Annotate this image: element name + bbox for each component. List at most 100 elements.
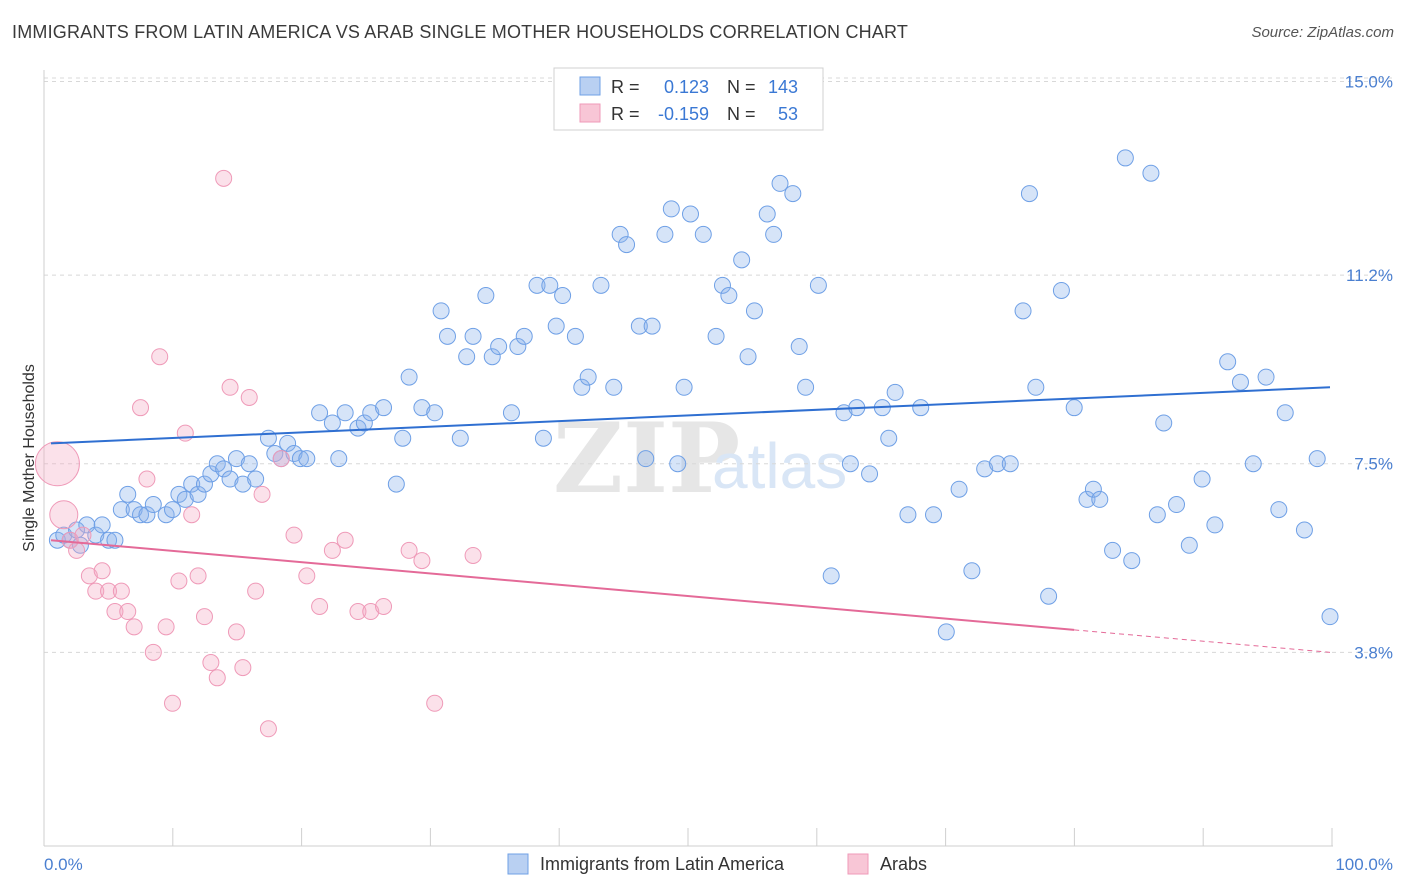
latin-america-point-15 (144, 496, 162, 514)
arabs-point-35 (285, 526, 303, 544)
latin-america-point-46 (387, 475, 405, 493)
latin-america-point-9 (106, 531, 124, 549)
latin-america-point-120 (1084, 480, 1102, 498)
arabs-point-8 (100, 582, 118, 600)
latin-america-point-109 (963, 562, 981, 580)
latin-america-point-43 (355, 414, 373, 432)
latin-america-point-103 (886, 383, 904, 401)
latin-america-point-119 (1078, 490, 1096, 508)
latin-america-point-129 (1180, 536, 1198, 554)
arabs-point-19 (170, 572, 188, 590)
latin-america-point-65 (547, 317, 565, 335)
latin-america-point-96 (822, 567, 840, 585)
arabs-point-36 (298, 567, 316, 585)
legend-swatch-blue (579, 76, 601, 96)
latin-america-point-134 (1244, 455, 1262, 473)
arabs-point-18 (164, 694, 182, 712)
latin-america-point-23 (202, 465, 220, 483)
legend-n-label-1: N = (727, 77, 756, 97)
latin-america-point-67 (566, 327, 584, 345)
latin-america-point-50 (426, 404, 444, 422)
latin-america-point-27 (227, 450, 245, 468)
latin-america-point-127 (1155, 414, 1173, 432)
latin-america-point-133 (1231, 373, 1249, 391)
latin-america-point-107 (937, 623, 955, 641)
latin-america-point-87 (739, 348, 757, 366)
legend-n-value-2: 53 (778, 104, 798, 124)
latin-america-point-125 (1142, 164, 1160, 182)
source-label: Source: ZipAtlas.com (1251, 24, 1394, 41)
latin-america-point-89 (758, 205, 776, 223)
latin-america-point-139 (1308, 450, 1326, 468)
latin-america-point-79 (669, 455, 687, 473)
series-arabs-points (34, 169, 482, 738)
latin-america-point-102 (880, 429, 898, 447)
latin-america-point-58 (490, 338, 508, 356)
arabs-point-39 (336, 531, 354, 549)
latin-america-point-13 (132, 506, 150, 524)
arabs-point-32 (253, 485, 271, 503)
correlation-legend: R = 0.123 N = 143 R = -0.159 N = 53 (553, 67, 824, 131)
latin-america-point-71 (605, 378, 623, 396)
latin-america-point-131 (1206, 516, 1224, 534)
latin-america-point-41 (336, 404, 354, 422)
series-legend-swatch-blue (507, 853, 529, 875)
latin-america-point-85 (720, 287, 738, 305)
latin-america-point-66 (554, 287, 572, 305)
y-tick-label-0: 3.8% (1354, 643, 1393, 662)
latin-america-point-123 (1116, 149, 1134, 167)
series-legend-label-2: Arabs (880, 854, 927, 874)
latin-america-point-47 (394, 429, 412, 447)
latin-america-point-37 (298, 450, 316, 468)
arabs-point-38 (323, 541, 341, 559)
latin-america-point-135 (1257, 368, 1275, 386)
latin-america-point-95 (809, 276, 827, 294)
arabs-point-28 (227, 623, 245, 641)
arabs-point-0 (34, 441, 80, 487)
arabs-point-11 (119, 603, 137, 621)
legend-n-value-1: 143 (768, 77, 798, 97)
latin-america-point-128 (1168, 496, 1186, 514)
latin-america-point-60 (509, 338, 527, 356)
latin-america-point-64 (541, 276, 559, 294)
latin-america-point-115 (1027, 378, 1045, 396)
arabs-point-9 (106, 603, 124, 621)
latin-america-point-122 (1104, 541, 1122, 559)
latin-america-point-81 (682, 205, 699, 223)
arabs-point-4 (74, 526, 92, 544)
watermark-atlas: atlas (712, 430, 847, 502)
latin-america-point-62 (528, 276, 546, 294)
legend-n-label-2: N = (727, 104, 756, 124)
latin-america-point-69 (579, 368, 597, 386)
latin-america-point-61 (515, 327, 533, 345)
legend-r-label-1: R = (611, 77, 640, 97)
arabs-point-17 (157, 618, 175, 636)
latin-america-point-48 (400, 368, 418, 386)
latin-america-point-44 (362, 404, 380, 422)
latin-america-point-106 (925, 506, 943, 524)
latin-america-point-132 (1219, 353, 1237, 371)
trend-lines (50, 386, 1331, 653)
latin-america-point-59 (502, 404, 520, 422)
latin-america-point-74 (630, 317, 648, 335)
latin-america-point-73 (618, 236, 636, 254)
latin-america-point-36 (291, 450, 309, 468)
latin-america-point-136 (1270, 501, 1288, 519)
arabs-point-13 (132, 399, 150, 417)
y-axis-label: Single Mother Households (21, 364, 38, 552)
latin-america-point-111 (988, 455, 1006, 473)
legend-r-value-1: 0.123 (664, 77, 709, 97)
latin-america-point-138 (1295, 521, 1313, 539)
arabs-point-6 (87, 582, 105, 600)
latin-america-point-100 (861, 465, 879, 483)
latin-america-point-105 (912, 399, 930, 417)
latin-america-point-86 (733, 251, 751, 269)
arabs-point-30 (240, 388, 258, 406)
arabs-point-7 (93, 562, 111, 580)
x-ticks (43, 828, 1333, 846)
latin-america-point-29 (240, 455, 258, 473)
latin-america-point-49 (413, 399, 431, 417)
latin-america-point-72 (611, 225, 629, 243)
legend-swatch-pink (579, 103, 601, 123)
